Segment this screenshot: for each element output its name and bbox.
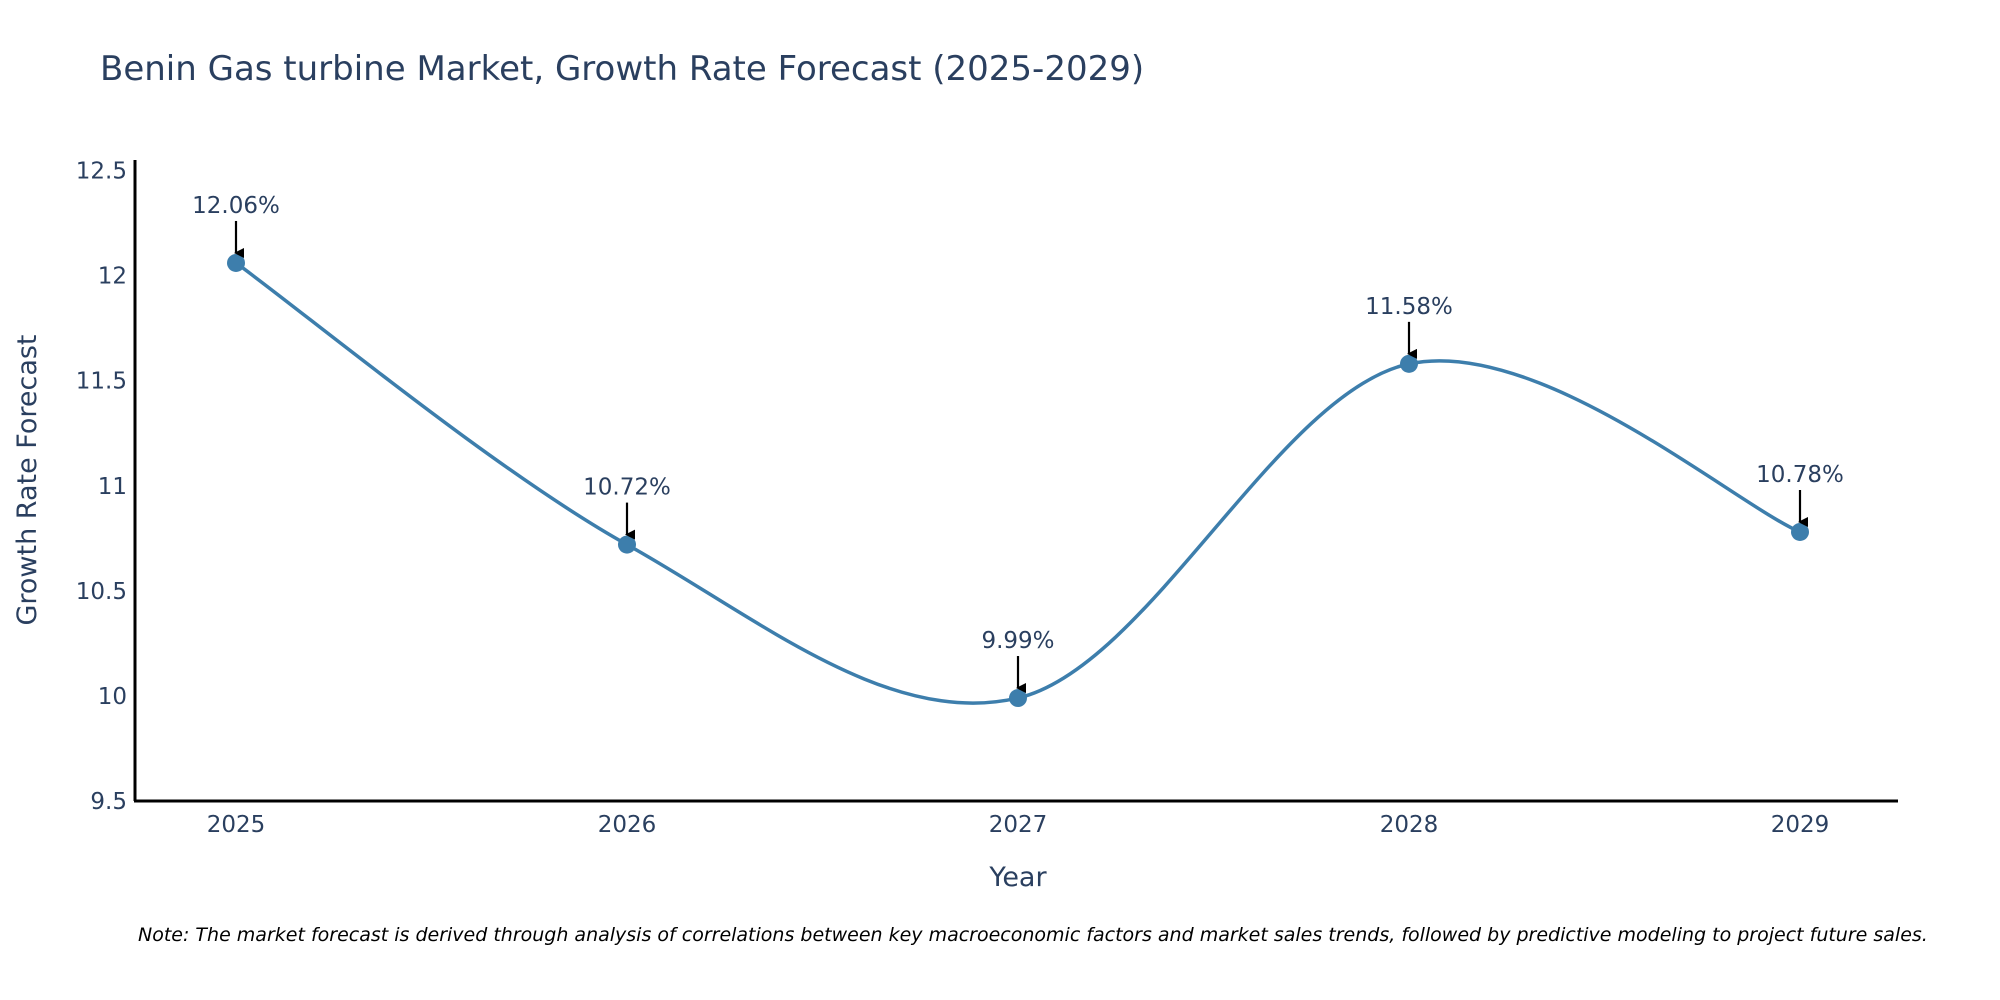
- data-point-marker: [1009, 689, 1027, 708]
- data-point-marker: [618, 535, 636, 554]
- data-label: 10.78%: [1756, 462, 1844, 488]
- y-tick-label: 12.5: [76, 159, 127, 185]
- y-tick-labels: 9.5 10 10.5 11 11.5 12 12.5: [76, 159, 127, 815]
- x-axis-title: Year: [988, 862, 1047, 893]
- data-label: 11.58%: [1365, 294, 1453, 320]
- x-tick-label: 2026: [598, 812, 657, 838]
- data-point-marker: [1791, 522, 1809, 541]
- x-tick-label: 2027: [989, 812, 1048, 838]
- chart-note: Note: The market forecast is derived thr…: [138, 924, 1928, 946]
- y-tick-label: 12: [98, 264, 127, 290]
- data-points: [227, 253, 1809, 708]
- x-tick-label: 2025: [207, 812, 266, 838]
- y-tick-label: 9.5: [90, 789, 127, 815]
- data-point-marker: [227, 253, 245, 272]
- x-tick-label: 2028: [1380, 812, 1439, 838]
- data-label: 12.06%: [192, 193, 280, 219]
- x-tick-labels: 2025 2026 2027 2028 2029: [207, 812, 1830, 838]
- data-label: 9.99%: [981, 628, 1054, 654]
- data-annotations: 12.06% 10.72% 9.99% 11.58% 10.78%: [192, 193, 1844, 694]
- y-axis: 9.5 10 10.5 11 11.5 12 12.5: [76, 159, 137, 815]
- x-axis: 2025 2026 2027 2028 2029: [134, 799, 1898, 838]
- data-label: 10.72%: [583, 475, 671, 501]
- chart-title: Benin Gas turbine Market, Growth Rate Fo…: [100, 49, 1144, 89]
- y-tick-label: 11.5: [76, 369, 127, 395]
- y-axis-title: Growth Rate Forecast: [12, 334, 43, 625]
- x-tick-label: 2029: [1771, 812, 1830, 838]
- y-tick-label: 10.5: [76, 579, 127, 605]
- data-point-marker: [1400, 354, 1418, 373]
- y-tick-label: 10: [98, 684, 127, 710]
- y-tick-label: 11: [98, 474, 127, 500]
